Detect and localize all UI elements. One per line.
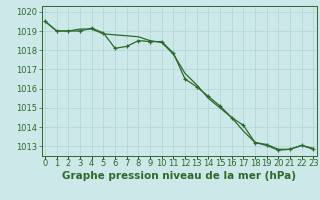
X-axis label: Graphe pression niveau de la mer (hPa): Graphe pression niveau de la mer (hPa) bbox=[62, 171, 296, 181]
